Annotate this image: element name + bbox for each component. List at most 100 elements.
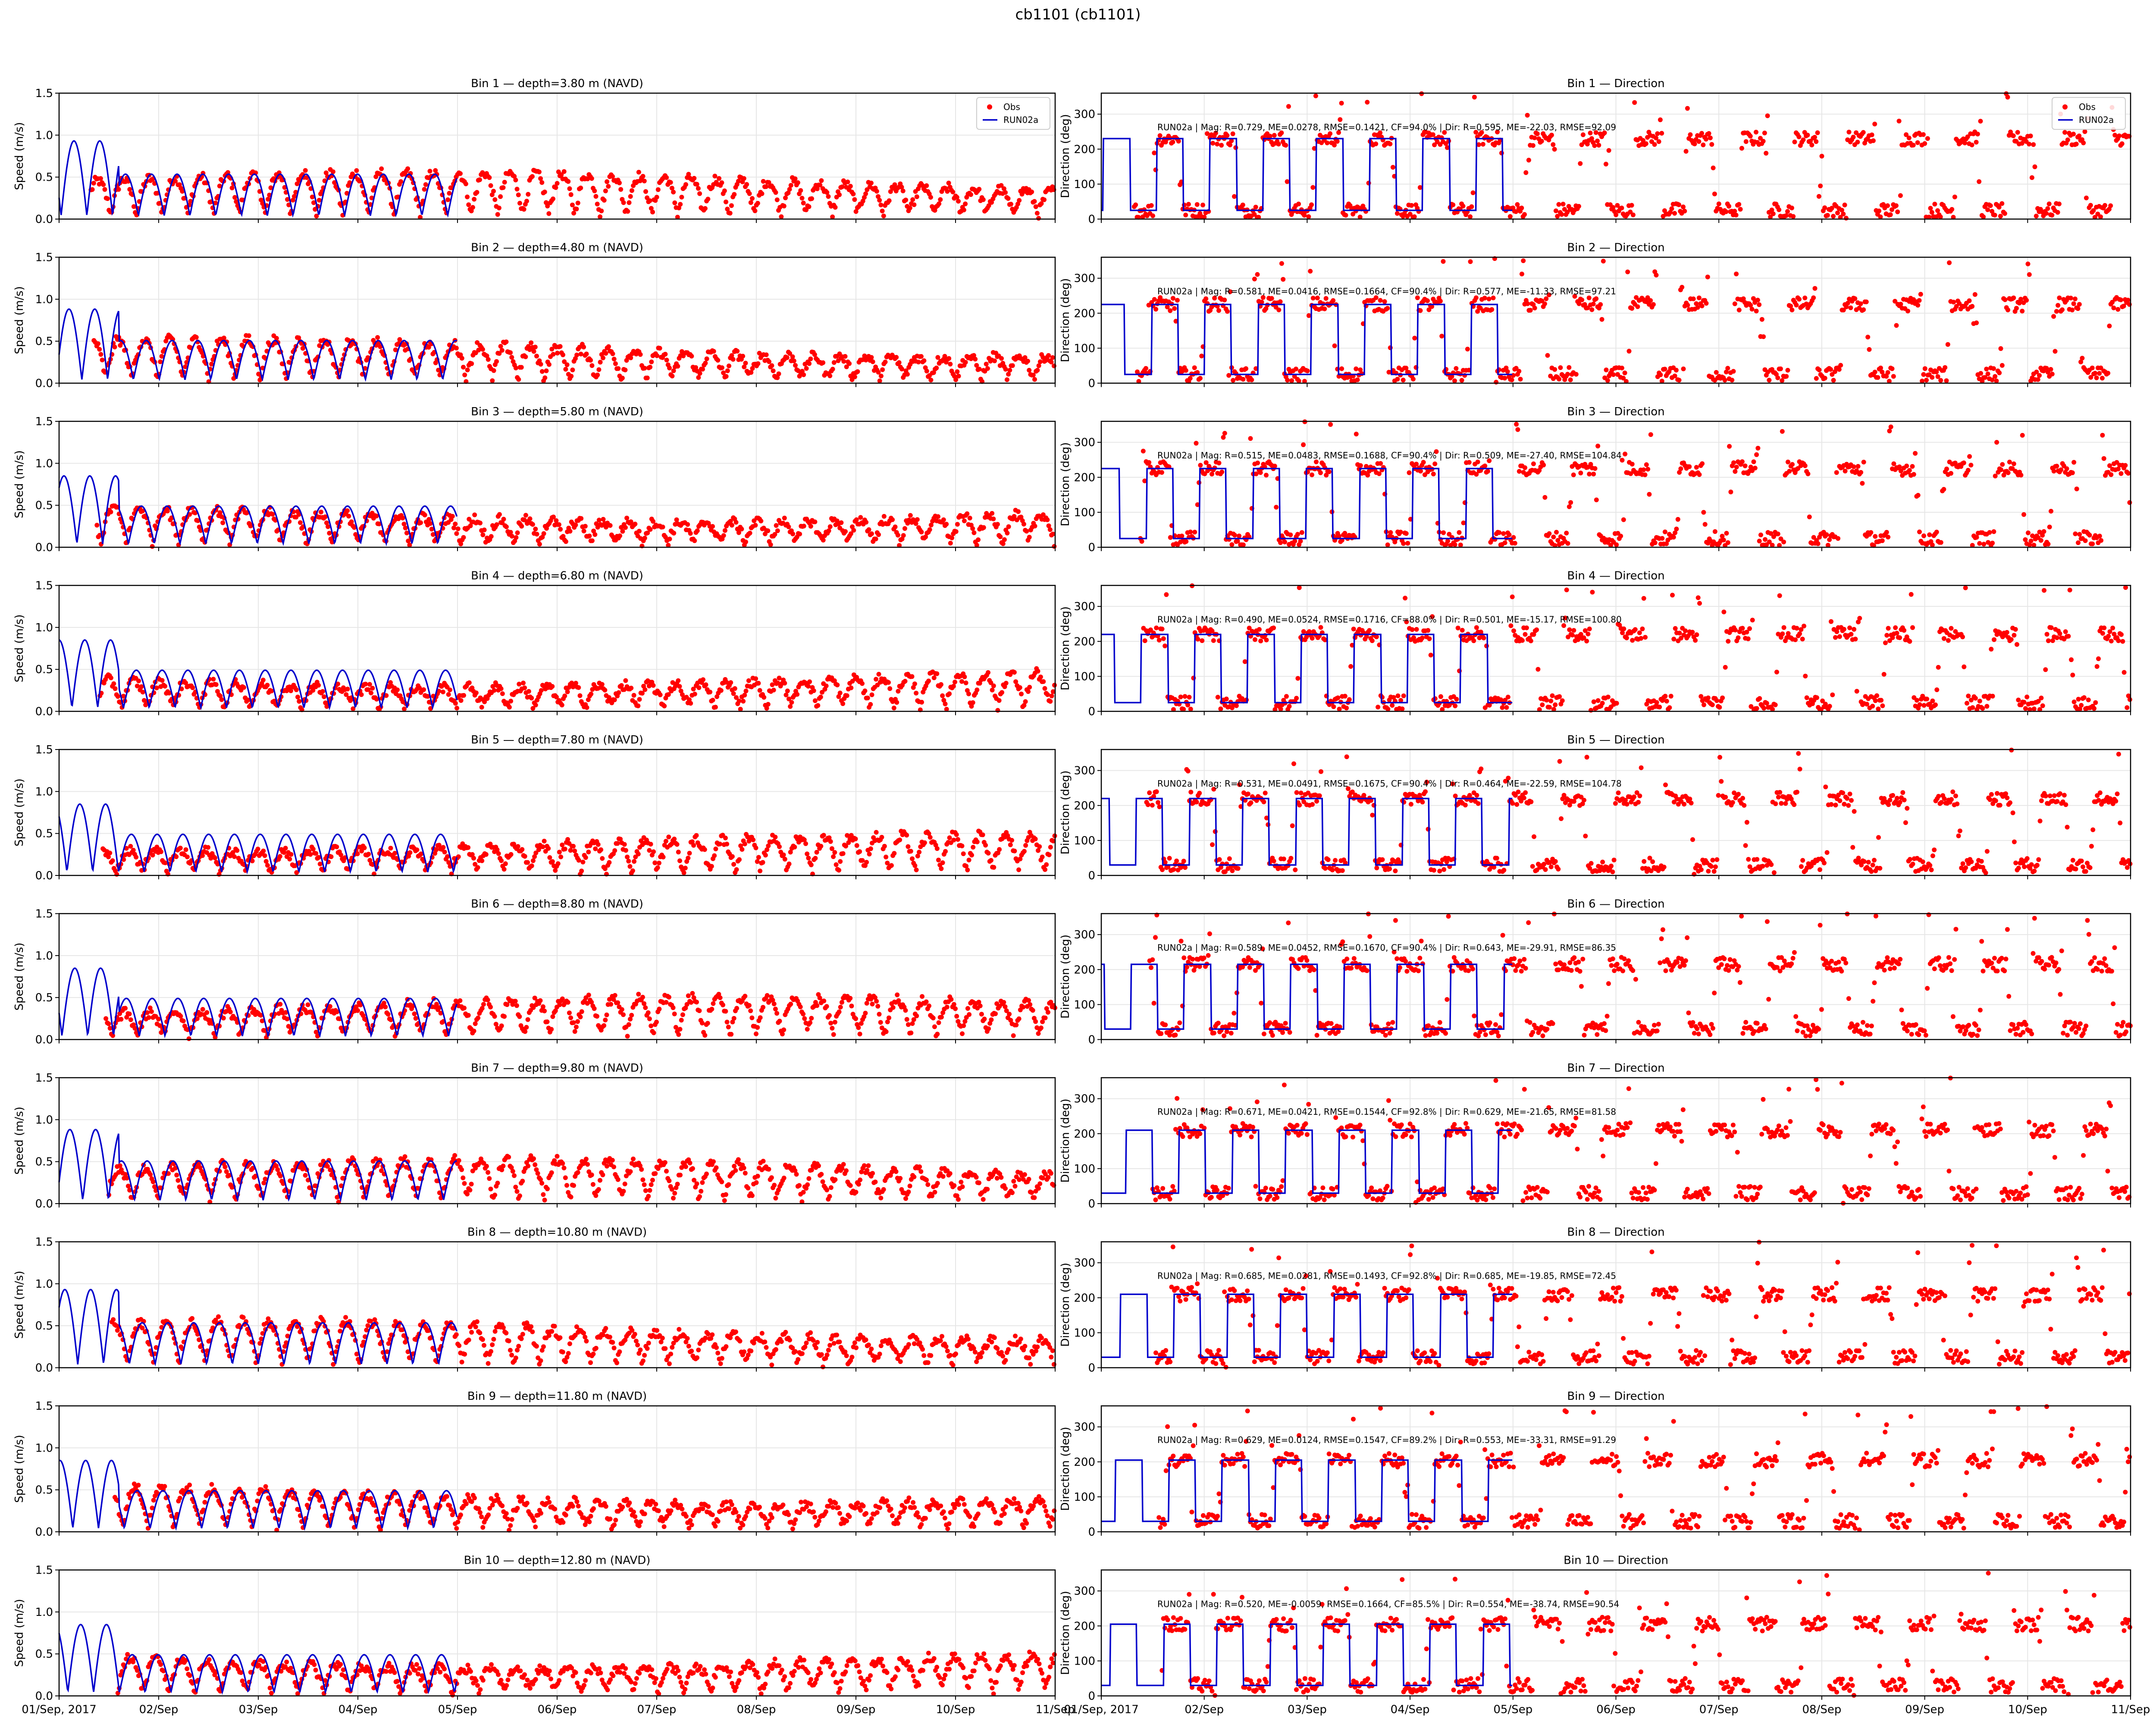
obs-point xyxy=(101,182,106,187)
obs-point xyxy=(1279,130,1284,135)
obs-point xyxy=(611,357,617,362)
obs-point xyxy=(347,180,352,185)
obs-point xyxy=(2006,307,2010,313)
obs-point xyxy=(311,200,316,205)
obs-point xyxy=(260,201,265,206)
obs-point xyxy=(1564,530,1569,536)
obs-point xyxy=(1486,296,1492,301)
obs-point xyxy=(1949,471,1953,476)
obs-point xyxy=(1880,538,1885,543)
obs-point xyxy=(818,694,823,699)
y-tick-label: 0.0 xyxy=(35,213,53,226)
obs-point xyxy=(1652,142,1657,147)
obs-point xyxy=(1925,136,1930,141)
obs-point xyxy=(2005,94,2010,100)
obs-point xyxy=(2028,538,2034,543)
obs-point xyxy=(924,369,929,373)
obs-point xyxy=(1515,427,1520,432)
obs-point xyxy=(2123,463,2128,468)
obs-point xyxy=(679,194,684,200)
obs-point xyxy=(730,357,736,362)
obs-point xyxy=(874,189,879,194)
obs-point xyxy=(1868,530,1874,535)
obs-point xyxy=(257,189,262,194)
obs-point xyxy=(1839,207,1844,213)
obs-point xyxy=(504,339,509,345)
obs-point xyxy=(640,174,646,179)
obs-point xyxy=(219,697,224,702)
obs-point xyxy=(1988,203,1993,208)
obs-point xyxy=(1905,308,1910,314)
obs-point xyxy=(617,180,622,185)
obs-point xyxy=(636,529,642,534)
obs-point xyxy=(1249,377,1254,383)
obs-point xyxy=(1308,269,1313,274)
obs-point xyxy=(1231,378,1236,383)
obs-point xyxy=(573,522,578,527)
obs-point xyxy=(2111,305,2116,310)
obs-point xyxy=(903,198,909,203)
obs-point xyxy=(1499,151,1504,156)
obs-point xyxy=(628,194,633,199)
obs-point xyxy=(1010,363,1015,368)
obs-point xyxy=(1629,203,1634,208)
obs-point xyxy=(450,514,455,519)
obs-point xyxy=(1505,369,1510,374)
obs-point xyxy=(774,523,779,528)
y-tick-label: 0 xyxy=(1088,213,1095,226)
obs-point xyxy=(400,515,405,521)
obs-point xyxy=(1373,141,1379,147)
obs-point xyxy=(303,168,308,173)
obs-point xyxy=(529,696,534,701)
obs-point xyxy=(492,688,497,693)
obs-point xyxy=(1157,133,1163,138)
obs-point xyxy=(1987,530,1992,535)
obs-point xyxy=(895,533,900,538)
obs-point xyxy=(418,520,423,525)
obs-point xyxy=(1641,467,1646,472)
obs-point xyxy=(1244,366,1248,371)
obs-point xyxy=(1003,367,1008,372)
obs-point xyxy=(1775,531,1780,536)
obs-point xyxy=(804,366,809,371)
obs-point xyxy=(1027,535,1032,540)
obs-point xyxy=(743,539,748,545)
obs-point xyxy=(498,344,503,349)
obs-point xyxy=(1225,309,1230,314)
obs-point xyxy=(480,532,486,537)
obs-point xyxy=(1672,211,1677,216)
obs-point xyxy=(470,205,475,210)
obs-point xyxy=(1390,165,1395,170)
obs-point xyxy=(1993,374,1998,379)
obs-point xyxy=(2024,298,2029,303)
obs-point xyxy=(650,210,655,215)
obs-point xyxy=(1382,299,1387,304)
obs-point xyxy=(708,690,713,695)
obs-point xyxy=(880,367,885,372)
obs-point xyxy=(1759,317,1764,322)
obs-point xyxy=(1232,533,1237,538)
obs-point xyxy=(1596,143,1601,148)
obs-point xyxy=(1825,213,1830,218)
obs-point xyxy=(1035,368,1040,373)
obs-point xyxy=(173,179,178,184)
obs-point xyxy=(1024,529,1029,534)
obs-point xyxy=(1758,532,1763,537)
obs-point xyxy=(1781,539,1786,545)
obs-point xyxy=(1784,374,1789,379)
obs-point xyxy=(477,177,482,182)
obs-point xyxy=(180,189,185,194)
obs-point xyxy=(1967,454,1972,459)
obs-point xyxy=(589,176,594,181)
obs-point xyxy=(1153,307,1159,312)
obs-point xyxy=(465,194,470,200)
obs-point xyxy=(160,678,165,683)
obs-point xyxy=(1812,286,1818,291)
obs-point xyxy=(676,678,681,683)
obs-point xyxy=(1006,196,1011,201)
obs-point xyxy=(445,197,451,202)
obs-point xyxy=(1598,302,1603,307)
obs-point xyxy=(1567,504,1572,509)
obs-point xyxy=(1552,147,1557,152)
